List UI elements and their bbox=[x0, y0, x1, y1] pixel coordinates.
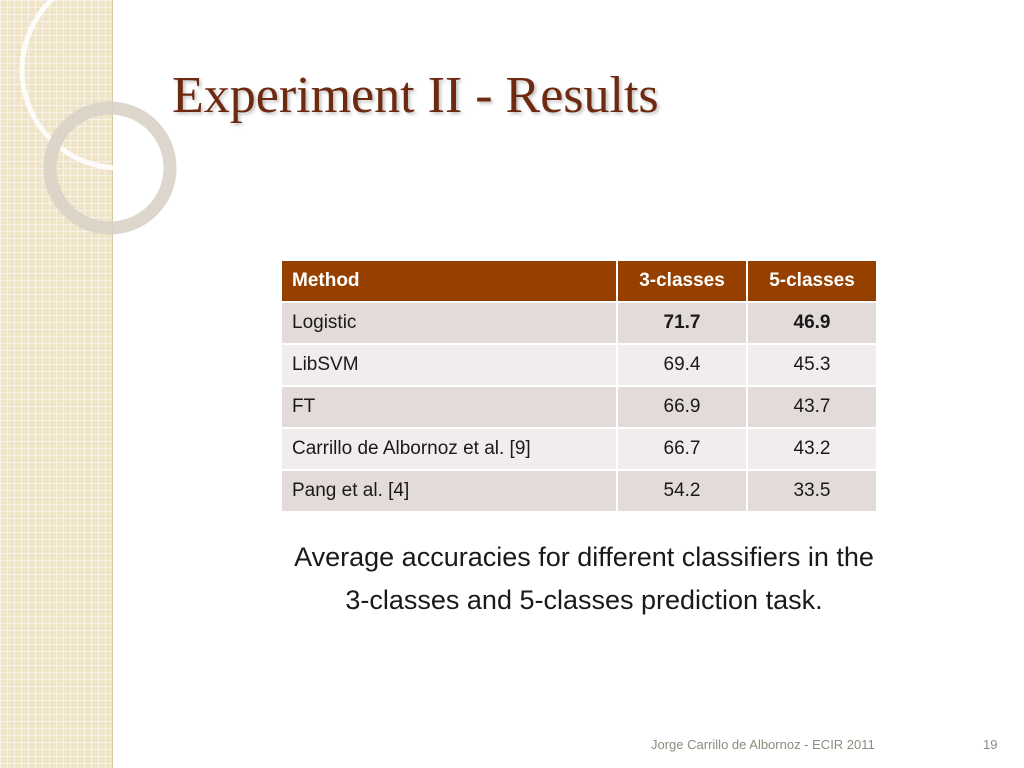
three-class-cell: 69.4 bbox=[616, 343, 748, 387]
table-row: Pang et al. [4] 54.2 33.5 bbox=[280, 469, 878, 513]
table-caption: Average accuracies for different classif… bbox=[240, 536, 928, 622]
table-row: Carrillo de Albornoz et al. [9] 66.7 43.… bbox=[280, 427, 878, 471]
method-cell: Pang et al. [4] bbox=[280, 469, 618, 513]
method-cell: LibSVM bbox=[280, 343, 618, 387]
table-header-row: Method 3-classes 5-classes bbox=[280, 259, 878, 303]
header-3-classes: 3-classes bbox=[616, 259, 748, 303]
five-class-cell: 45.3 bbox=[746, 343, 878, 387]
method-cell: Logistic bbox=[280, 301, 618, 345]
three-class-cell: 66.9 bbox=[616, 385, 748, 429]
results-table: Method 3-classes 5-classes Logistic 71.7… bbox=[280, 259, 878, 513]
five-class-cell: 43.2 bbox=[746, 427, 878, 471]
table-row: Logistic 71.7 46.9 bbox=[280, 301, 878, 345]
three-class-cell: 71.7 bbox=[616, 301, 748, 345]
method-cell: Carrillo de Albornoz et al. [9] bbox=[280, 427, 618, 471]
five-class-cell: 33.5 bbox=[746, 469, 878, 513]
five-class-cell: 46.9 bbox=[746, 301, 878, 345]
header-5-classes: 5-classes bbox=[746, 259, 878, 303]
slide-title: Experiment II - Results bbox=[172, 67, 659, 124]
five-class-cell: 43.7 bbox=[746, 385, 878, 429]
table-row: LibSVM 69.4 45.3 bbox=[280, 343, 878, 387]
table-row: FT 66.9 43.7 bbox=[280, 385, 878, 429]
header-method: Method bbox=[280, 259, 618, 303]
caption-line-1: Average accuracies for different classif… bbox=[294, 542, 874, 572]
method-cell: FT bbox=[280, 385, 618, 429]
caption-line-2: 3-classes and 5-classes prediction task. bbox=[345, 585, 823, 615]
three-class-cell: 66.7 bbox=[616, 427, 748, 471]
footer-author-event: Jorge Carrillo de Albornoz - ECIR 2011 bbox=[651, 737, 875, 752]
page-number: 19 bbox=[983, 737, 998, 752]
decorative-side-panel bbox=[0, 0, 113, 768]
three-class-cell: 54.2 bbox=[616, 469, 748, 513]
